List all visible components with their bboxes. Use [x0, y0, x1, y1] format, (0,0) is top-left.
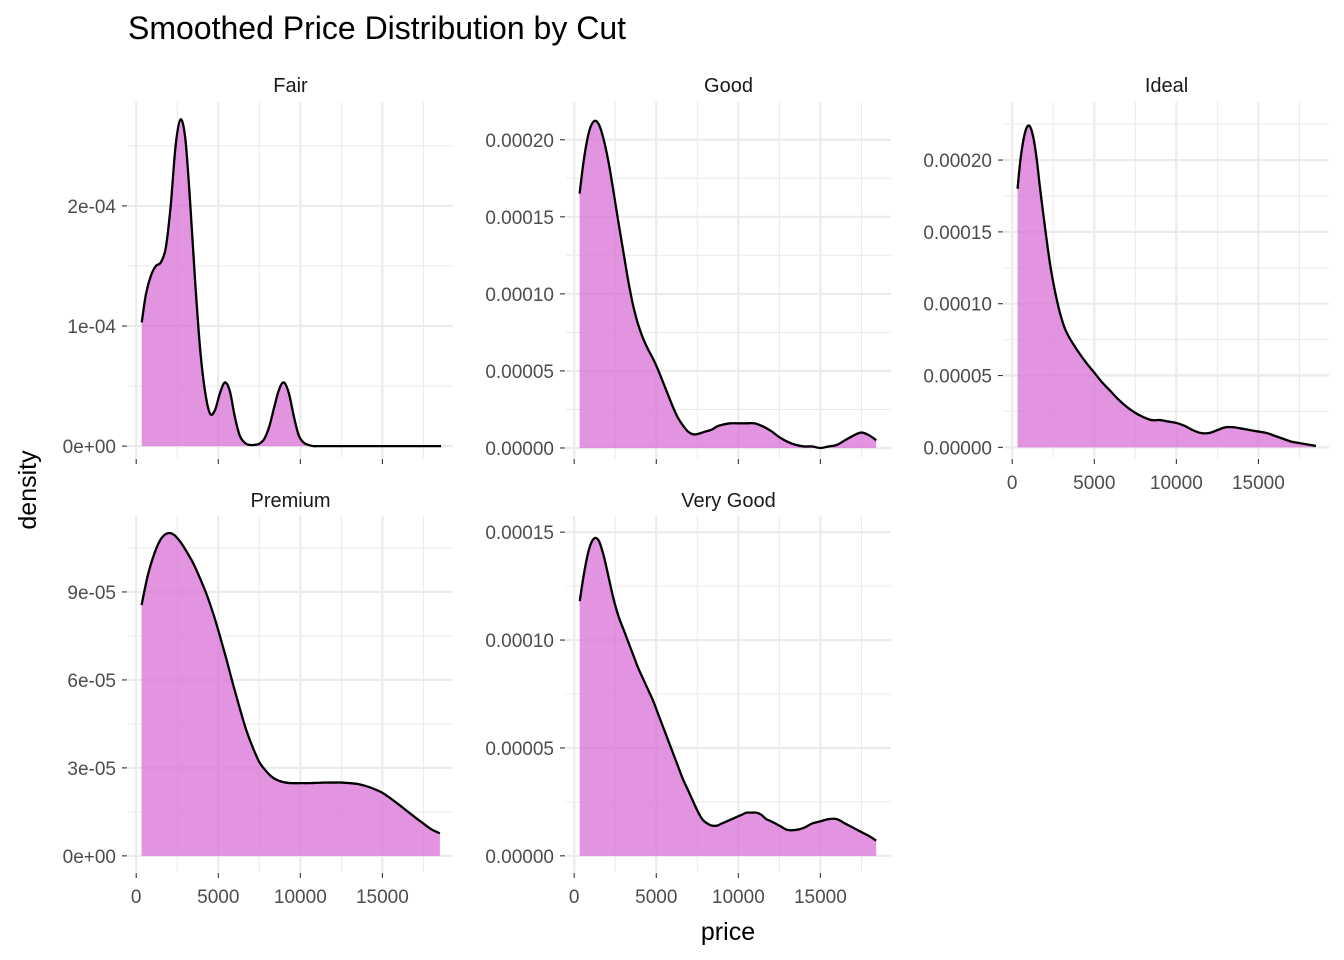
- panel-label-premium: Premium: [250, 490, 330, 512]
- x-tick-label: 15000: [356, 887, 409, 908]
- y-tick-label: 0.00015: [923, 223, 992, 244]
- x-tick-label: 10000: [712, 887, 765, 908]
- y-tick-label: 0e+00: [63, 847, 116, 868]
- y-tick-label: 0.00005: [485, 739, 554, 760]
- y-tick-label: 0.00005: [485, 362, 554, 383]
- density-curve-very-good: [578, 536, 877, 842]
- y-tick-label: 9e-05: [67, 583, 116, 604]
- density-area-ideal: [1017, 127, 1316, 448]
- density-curve-good: [578, 119, 877, 450]
- y-tick-label: 2e-04: [67, 197, 116, 218]
- panel-premium: Premium 0e+00 3e-05 6e-05 9e-05 0 5000 10000 150…: [63, 490, 453, 908]
- panel-label-good: Good: [704, 75, 753, 97]
- panel-label-very-good: Very Good: [681, 490, 776, 512]
- x-tick-label: 5000: [1073, 473, 1115, 494]
- x-tick-label: 15000: [1232, 473, 1285, 494]
- y-tick-label: 0.00000: [923, 438, 992, 459]
- density-curve-premium: [140, 531, 441, 835]
- y-tick-label: 0.00000: [485, 439, 554, 460]
- y-tick-label: 0.00020: [923, 151, 992, 172]
- chart-title: Smoothed Price Distribution by Cut: [128, 10, 626, 46]
- x-tick-label: 0: [569, 887, 580, 908]
- y-tick-label: 0.00020: [485, 131, 554, 152]
- panel-fair: Fair 0e+00 1e-04 2e-04: [63, 75, 453, 464]
- y-tick-label: 1e-04: [67, 317, 116, 338]
- y-tick-label: 0.00015: [485, 208, 554, 229]
- panel-very-good: Very Good 0.00000 0.00005 0.00010 0.00015 0 50…: [485, 490, 891, 908]
- density-area-premium: [141, 533, 440, 856]
- y-axis-title: density: [14, 450, 42, 530]
- x-axis-title: price: [701, 918, 755, 946]
- x-tick-label: 10000: [1150, 473, 1203, 494]
- density-curve-fair: [140, 118, 442, 448]
- x-tick-label: 5000: [197, 887, 239, 908]
- y-tick-label: 6e-05: [67, 671, 116, 692]
- panel-label-fair: Fair: [273, 75, 308, 97]
- y-tick-label: 0.00010: [923, 295, 992, 316]
- panel-good: Good 0.00000 0.00005 0.00010 0.00015 0.00020: [485, 75, 891, 464]
- y-tick-label: 0.00010: [485, 631, 554, 652]
- x-tick-label: 0: [131, 887, 142, 908]
- x-tick-label: 15000: [794, 887, 847, 908]
- y-tick-label: 3e-05: [67, 759, 116, 780]
- y-tick-label: 0.00000: [485, 847, 554, 868]
- density-area-good: [579, 121, 877, 448]
- panel-label-ideal: Ideal: [1145, 75, 1188, 97]
- x-tick-label: 0: [1007, 473, 1018, 494]
- density-curve-ideal: [1016, 124, 1317, 448]
- y-tick-label: 0.00010: [485, 285, 554, 306]
- density-area-fair: [141, 119, 442, 447]
- y-tick-label: 0e+00: [63, 437, 116, 458]
- density-area-very-good: [579, 538, 877, 856]
- x-tick-label: 10000: [274, 887, 327, 908]
- y-tick-label: 0.00005: [923, 367, 992, 388]
- y-tick-label: 0.00015: [485, 523, 554, 544]
- panels: Fair 0e+00 1e-04 2e-04 Good 0.00000 0.00005 0.0…: [63, 75, 1329, 908]
- x-tick-label: 5000: [635, 887, 677, 908]
- panel-ideal: Ideal 0.00000 0.00005 0.00010 0.00015 0.00020…: [923, 75, 1329, 494]
